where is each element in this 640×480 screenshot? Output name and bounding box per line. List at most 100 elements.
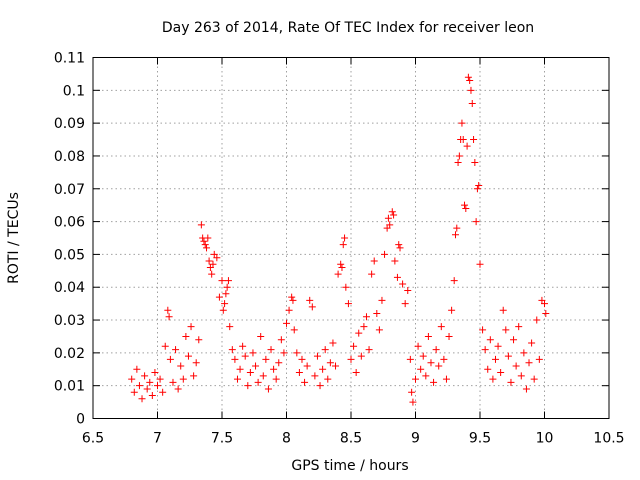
y-tick-label: 0.07 <box>54 182 85 198</box>
data-point-marker <box>222 290 230 298</box>
data-point-marker <box>262 355 270 363</box>
data-point-marker <box>462 204 470 212</box>
data-point-marker <box>208 270 216 278</box>
data-point-marker <box>541 300 548 308</box>
data-point-marker <box>288 293 296 301</box>
data-point-marker <box>177 362 185 370</box>
data-point-marker <box>151 369 159 377</box>
y-tick-labels: 0 0.01 0.02 0.03 0.04 0.05 0.06 0.07 0.08 0.09 0.1… <box>54 51 85 428</box>
data-point-marker <box>517 372 525 380</box>
data-point-marker <box>174 385 182 393</box>
data-point-marker <box>135 382 143 390</box>
data-point-marker <box>316 382 324 390</box>
data-point-marker <box>138 395 146 403</box>
data-point-marker <box>510 336 518 344</box>
y-tick-label: 0.02 <box>54 346 85 362</box>
data-point-marker <box>479 326 487 334</box>
x-tick-label: 7 <box>153 431 162 447</box>
y-tick-label: 0.06 <box>54 215 85 231</box>
data-point-marker <box>472 218 480 226</box>
data-point-marker <box>422 372 430 380</box>
data-point-marker <box>417 365 425 373</box>
data-point-marker <box>408 388 416 396</box>
data-point-marker <box>244 382 252 390</box>
data-point-marker <box>285 306 293 314</box>
data-point-marker <box>368 270 376 278</box>
data-point-marker <box>246 369 254 377</box>
data-point-marker <box>448 306 456 314</box>
data-point-marker <box>442 375 450 383</box>
data-point-marker <box>334 270 342 278</box>
y-tick-label: 0.01 <box>54 379 85 395</box>
data-point-marker <box>430 378 438 386</box>
x-tick-label: 10 <box>536 431 554 447</box>
data-point-marker <box>450 277 458 285</box>
data-point-marker <box>471 159 479 167</box>
y-tick-label: 0.08 <box>54 149 85 165</box>
data-point-marker <box>497 369 505 377</box>
data-point-marker <box>154 382 161 390</box>
data-point-marker <box>326 359 334 367</box>
data-point-marker <box>375 326 383 334</box>
data-point-marker <box>141 372 149 380</box>
data-point-marker <box>461 201 469 209</box>
data-point-marker <box>303 362 311 370</box>
data-point-marker <box>249 349 257 357</box>
data-point-marker <box>437 323 445 331</box>
data-point-marker <box>365 346 373 354</box>
y-tick-label: 0.11 <box>54 51 85 67</box>
data-point-marker <box>204 234 212 242</box>
data-point-marker <box>143 385 151 393</box>
data-point-marker <box>218 277 226 285</box>
data-point-marker <box>209 260 217 268</box>
data-point-marker <box>520 349 528 357</box>
data-point-marker <box>182 332 190 340</box>
data-point-marker <box>324 375 332 383</box>
data-points <box>128 73 550 406</box>
data-point-marker <box>464 73 472 81</box>
data-point-marker <box>344 300 352 308</box>
data-point-marker <box>386 221 394 229</box>
data-point-marker <box>184 352 192 360</box>
data-point-marker <box>463 142 471 150</box>
data-point-marker <box>507 378 515 386</box>
data-point-marker <box>128 375 136 383</box>
data-point-marker <box>233 375 241 383</box>
data-point-marker <box>219 306 227 314</box>
data-point-marker <box>412 375 419 383</box>
chart-title: Day 263 of 2014, Rate Of TEC Index for r… <box>162 20 534 36</box>
data-point-marker <box>332 362 340 370</box>
data-point-marker <box>427 359 435 367</box>
data-point-marker <box>172 346 180 354</box>
data-point-marker <box>165 313 173 321</box>
data-point-marker <box>223 283 231 291</box>
data-point-marker <box>161 342 169 350</box>
data-point-marker <box>391 257 399 265</box>
data-point-marker <box>146 378 154 386</box>
data-point-marker <box>164 306 172 314</box>
data-point-marker <box>406 355 414 363</box>
y-tick-label: 0.1 <box>63 83 85 99</box>
data-point-marker <box>504 352 512 360</box>
data-point-marker <box>264 385 272 393</box>
data-point-marker <box>205 257 213 265</box>
data-point-marker <box>458 119 466 127</box>
data-point-marker <box>228 346 236 354</box>
data-point-marker <box>275 359 283 367</box>
data-point-marker <box>350 342 358 350</box>
data-point-marker <box>468 99 476 107</box>
data-point-marker <box>454 159 462 167</box>
data-point-marker <box>435 362 443 370</box>
data-point-marker <box>215 293 223 301</box>
data-point-marker <box>388 208 396 216</box>
data-point-marker <box>179 375 187 383</box>
data-point-marker <box>522 385 530 393</box>
data-point-marker <box>502 326 510 334</box>
x-tick-label: 9 <box>411 431 420 447</box>
data-point-marker <box>473 185 481 193</box>
data-point-marker <box>476 260 484 268</box>
x-tick-label: 8.5 <box>340 431 362 447</box>
data-point-marker <box>414 342 422 350</box>
data-point-marker <box>370 257 378 265</box>
